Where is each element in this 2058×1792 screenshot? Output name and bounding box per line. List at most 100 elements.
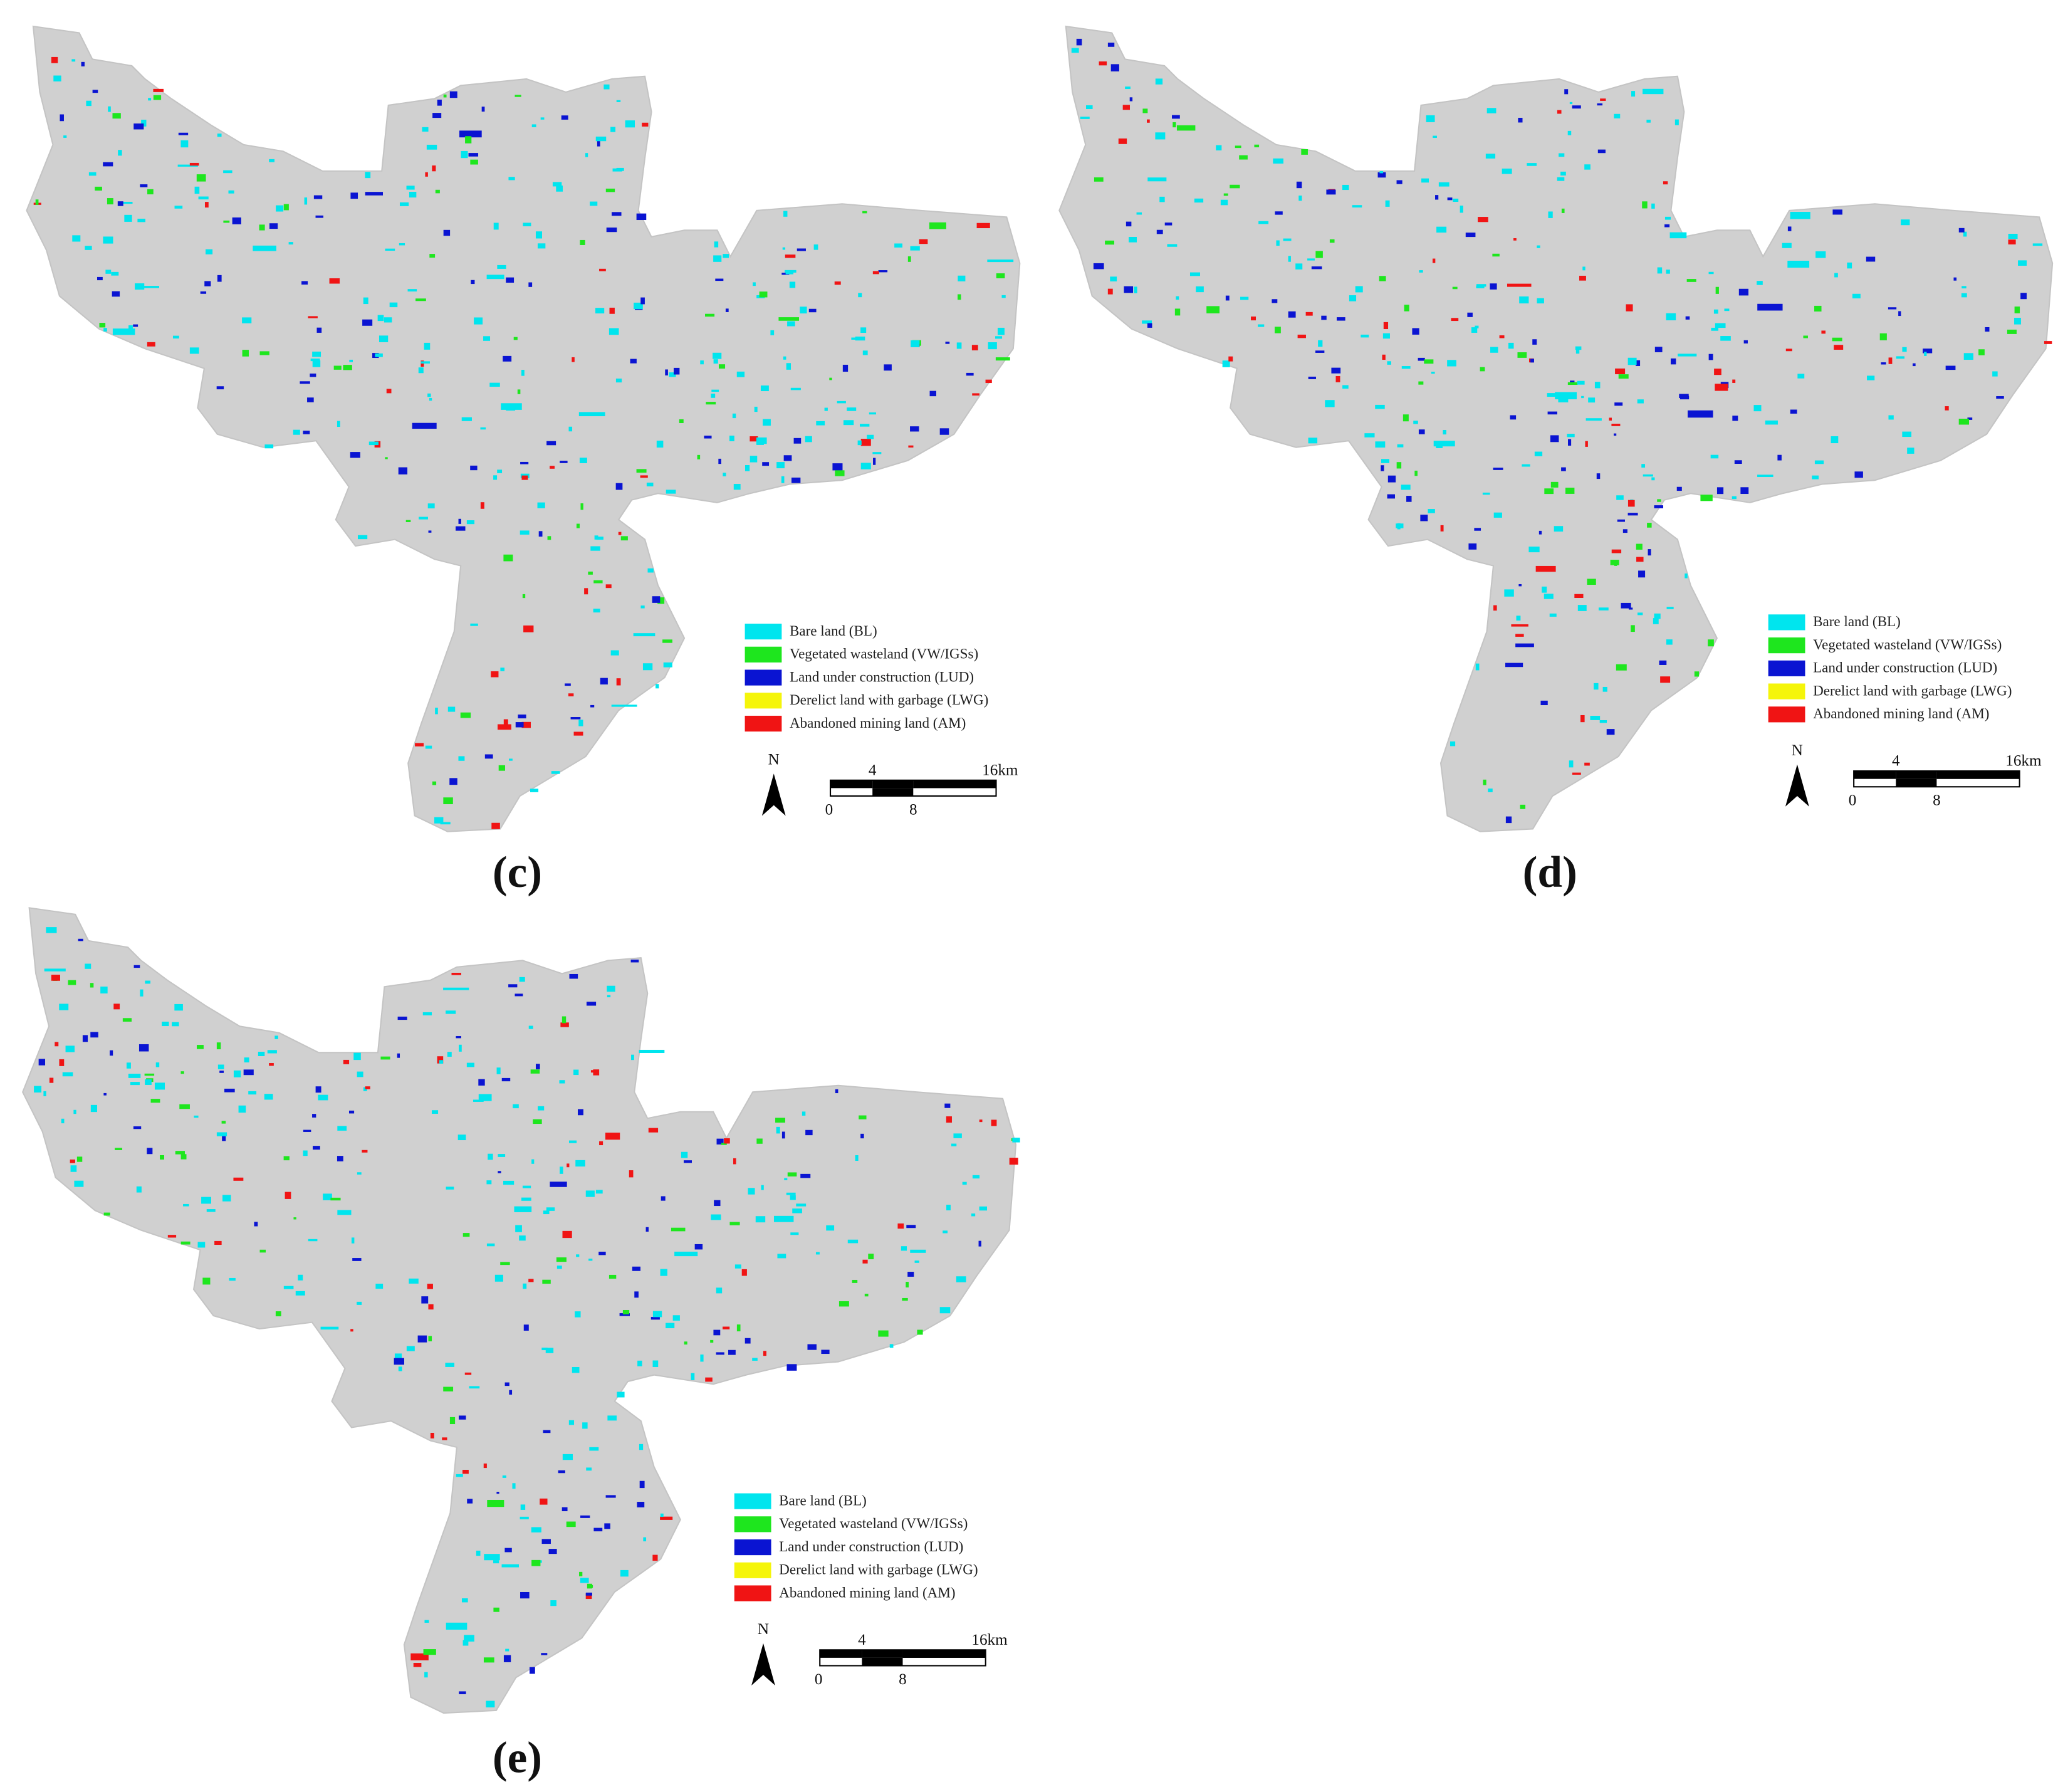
land-patch xyxy=(1570,380,1575,384)
land-patch xyxy=(620,1569,629,1577)
land-patch xyxy=(715,278,724,281)
land-patch xyxy=(1654,613,1661,619)
land-patch xyxy=(773,1215,794,1222)
land-patch xyxy=(1646,119,1651,123)
land-patch xyxy=(1142,108,1148,113)
land-patch xyxy=(1963,231,1967,237)
land-patch xyxy=(789,281,796,288)
land-patch xyxy=(605,188,615,192)
land-patch xyxy=(744,465,750,471)
land-patch xyxy=(797,248,806,251)
land-patch xyxy=(180,140,189,148)
land-patch xyxy=(781,1131,785,1139)
land-patch xyxy=(1468,543,1477,550)
land-patch xyxy=(802,1111,806,1116)
land-patch xyxy=(684,1341,687,1345)
land-patch xyxy=(1124,286,1134,293)
land-patch xyxy=(1777,454,1782,461)
land-patch xyxy=(1686,279,1696,282)
land-patch xyxy=(1666,270,1670,274)
land-patch xyxy=(200,291,207,294)
legend-label: Land under construction (LUD) xyxy=(1813,659,1997,676)
land-patch xyxy=(323,1193,332,1200)
legend: Bare land (BL) Vegetated wasteland (VW/IG… xyxy=(744,622,1018,818)
land-patch xyxy=(962,1182,967,1185)
land-patch xyxy=(787,321,795,327)
land-patch xyxy=(365,172,371,179)
land-patch xyxy=(1647,523,1652,528)
land-patch xyxy=(462,1640,469,1646)
land-patch xyxy=(222,1134,226,1141)
land-patch xyxy=(538,531,543,537)
land-patch xyxy=(1547,393,1558,397)
legend-swatch xyxy=(744,669,782,686)
land-patch xyxy=(81,61,85,66)
land-patch xyxy=(1628,607,1633,610)
land-patch xyxy=(1581,396,1584,399)
land-patch xyxy=(133,1126,142,1129)
land-patch xyxy=(796,1203,807,1207)
land-patch xyxy=(640,605,645,609)
land-patch xyxy=(629,1170,634,1178)
land-patch xyxy=(427,503,435,509)
land-patch xyxy=(573,731,583,736)
land-patch xyxy=(578,1109,583,1116)
land-patch xyxy=(1575,346,1582,350)
land-patch xyxy=(595,1190,603,1194)
scale-label: 8 xyxy=(909,801,917,818)
land-patch xyxy=(283,204,289,211)
land-patch xyxy=(409,1278,419,1284)
land-patch xyxy=(1508,342,1514,349)
land-patch xyxy=(987,259,1014,263)
land-patch xyxy=(1478,217,1488,223)
land-patch xyxy=(100,986,108,993)
land-patch xyxy=(619,1313,630,1316)
land-patch xyxy=(1426,115,1435,122)
land-patch xyxy=(283,1286,294,1289)
land-patch xyxy=(645,1227,649,1232)
land-patch xyxy=(1110,64,1119,71)
land-patch xyxy=(593,609,600,613)
land-patch xyxy=(1452,286,1458,290)
land-patch xyxy=(1421,178,1429,183)
land-patch xyxy=(585,1593,592,1600)
land-patch xyxy=(1174,308,1181,316)
land-patch xyxy=(605,584,612,589)
land-patch xyxy=(144,1073,155,1076)
land-patch xyxy=(858,293,862,298)
land-patch xyxy=(1547,411,1557,415)
land-patch xyxy=(939,1307,951,1314)
land-patch xyxy=(637,1360,642,1366)
land-patch xyxy=(1110,276,1117,281)
land-patch xyxy=(365,1086,370,1089)
land-patch xyxy=(1814,460,1824,464)
land-patch xyxy=(2014,307,2020,313)
land-patch xyxy=(1671,358,1676,365)
land-patch xyxy=(379,335,389,342)
land-patch xyxy=(630,359,637,364)
land-patch xyxy=(679,419,684,423)
land-patch xyxy=(1375,404,1385,409)
land-patch xyxy=(513,337,518,340)
land-patch xyxy=(733,484,741,490)
land-patch xyxy=(782,247,786,250)
land-patch xyxy=(1349,295,1357,301)
land-patch xyxy=(869,412,877,415)
land-patch xyxy=(580,239,585,245)
land-patch xyxy=(111,271,119,276)
land-patch xyxy=(1492,253,1500,257)
land-patch xyxy=(855,1155,859,1161)
land-patch xyxy=(461,1598,468,1603)
land-patch xyxy=(807,1344,817,1350)
land-patch xyxy=(1985,327,1990,332)
land-patch xyxy=(503,1655,511,1662)
land-patch xyxy=(122,1018,132,1022)
land-patch xyxy=(530,789,539,792)
land-patch xyxy=(1273,158,1283,164)
land-patch xyxy=(53,75,61,81)
land-patch xyxy=(650,1317,660,1320)
land-patch xyxy=(1564,89,1569,95)
land-patch xyxy=(562,1454,573,1460)
land-patch xyxy=(313,195,323,199)
land-patch xyxy=(38,1059,46,1066)
